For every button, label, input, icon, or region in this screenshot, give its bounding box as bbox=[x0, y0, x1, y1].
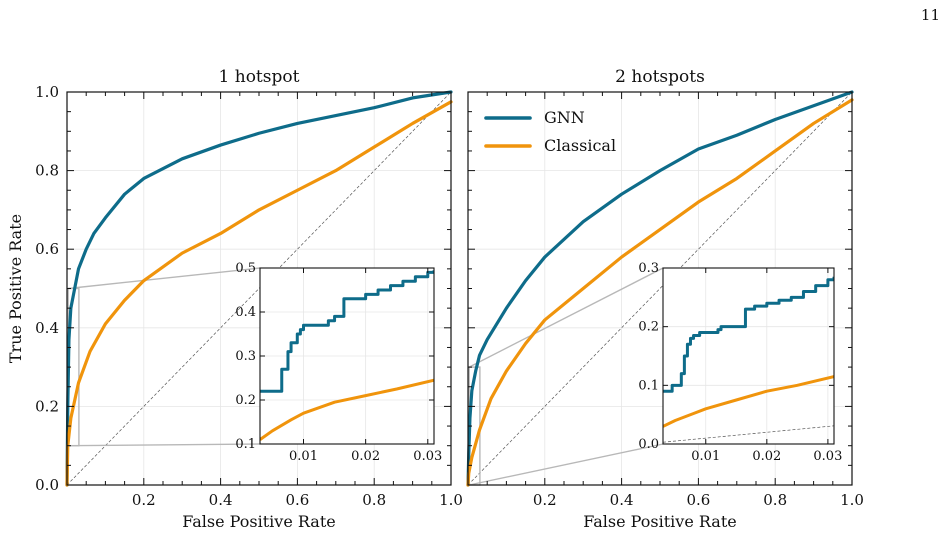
inset-y-tick-label: 0.0 bbox=[638, 437, 659, 452]
zoom-connector bbox=[68, 443, 261, 447]
x-tick-label: 0.4 bbox=[610, 491, 634, 509]
inset-y-tick-label: 0.3 bbox=[235, 349, 256, 364]
panel-title: 2 hotspots bbox=[615, 67, 705, 87]
inset-plot-area bbox=[260, 270, 434, 441]
inset-2: 0.01 0.02 0.03 0.0 0.1 0.2 0.3 bbox=[638, 261, 842, 464]
inset-y-tick-label: 0.3 bbox=[638, 261, 659, 276]
legend-label-classical: Classical bbox=[544, 136, 616, 155]
x-tick-label: 0.2 bbox=[533, 491, 557, 509]
inset-y-tick-label: 0.1 bbox=[235, 437, 256, 452]
x-axis-label: False Positive Rate bbox=[583, 512, 737, 531]
inset-y-tick-label: 0.2 bbox=[638, 320, 659, 335]
y-tick-label: 1.0 bbox=[35, 83, 59, 101]
panel-2: 0.2 0.4 0.6 0.8 1.0 2 hotspots False Positive … bbox=[466, 67, 864, 531]
inset-plot-area bbox=[663, 276, 834, 443]
inset-x-tick-label: 0.01 bbox=[289, 449, 318, 464]
panel-1: 0.2 0.4 0.6 0.8 1.0 0.0 0.2 0.4 0.6 0.8 1.0 1 hotsp… bbox=[6, 67, 463, 531]
chance-diagonal bbox=[467, 91, 853, 486]
panel-title: 1 hotspot bbox=[219, 67, 300, 87]
inset-chance-diagonal bbox=[663, 425, 834, 443]
series-line-classical bbox=[466, 98, 854, 487]
inset-x-tick-label: 0.02 bbox=[752, 449, 781, 464]
y-tick-label: 0.8 bbox=[35, 162, 59, 180]
page-number: 11 bbox=[921, 6, 940, 24]
inset-x-tick-label: 0.01 bbox=[691, 449, 720, 464]
x-tick-label: 0.2 bbox=[132, 491, 156, 509]
inset-y-tick-label: 0.2 bbox=[235, 393, 256, 408]
inset-y-tick-label: 0.1 bbox=[638, 378, 659, 393]
inset-x-tick-label: 0.03 bbox=[413, 449, 442, 464]
y-axis-label: True Positive Rate bbox=[6, 214, 25, 363]
zoom-connector bbox=[68, 267, 261, 290]
inset-series-line-classical bbox=[663, 375, 834, 428]
zoom-connector bbox=[468, 267, 664, 368]
chance-diagonal bbox=[66, 91, 452, 486]
x-axis-label: False Positive Rate bbox=[182, 512, 336, 531]
inset-y-tick-label: 0.4 bbox=[235, 305, 256, 320]
zoom-connector bbox=[469, 443, 664, 486]
x-tick-label: 0.6 bbox=[686, 491, 710, 509]
inset-series-line-gnn bbox=[663, 276, 834, 393]
inset-series-line-gnn bbox=[260, 270, 434, 393]
y-tick-label: 0.0 bbox=[35, 476, 59, 494]
inset-x-tick-label: 0.02 bbox=[351, 449, 380, 464]
series-line-gnn bbox=[466, 90, 854, 487]
x-tick-label: 1.0 bbox=[439, 491, 463, 509]
x-tick-label: 0.4 bbox=[209, 491, 233, 509]
inset-y-tick-label: 0.5 bbox=[235, 261, 256, 276]
inset-series-line-classical bbox=[260, 378, 434, 441]
inset-frame bbox=[662, 267, 835, 445]
inset-1: 0.01 0.02 0.03 0.1 0.2 0.3 0.4 0.5 bbox=[235, 261, 442, 464]
y-tick-label: 0.2 bbox=[35, 397, 59, 415]
x-tick-label: 0.8 bbox=[763, 491, 787, 509]
y-tick-label: 0.6 bbox=[35, 240, 59, 258]
series-line-classical bbox=[65, 100, 453, 487]
legend-label-gnn: GNN bbox=[544, 108, 585, 127]
y-tick-label: 0.4 bbox=[35, 319, 59, 337]
x-tick-label: 0.8 bbox=[362, 491, 386, 509]
inset-x-tick-label: 0.03 bbox=[813, 449, 842, 464]
x-tick-label: 1.0 bbox=[840, 491, 864, 509]
x-tick-label: 0.6 bbox=[285, 491, 309, 509]
